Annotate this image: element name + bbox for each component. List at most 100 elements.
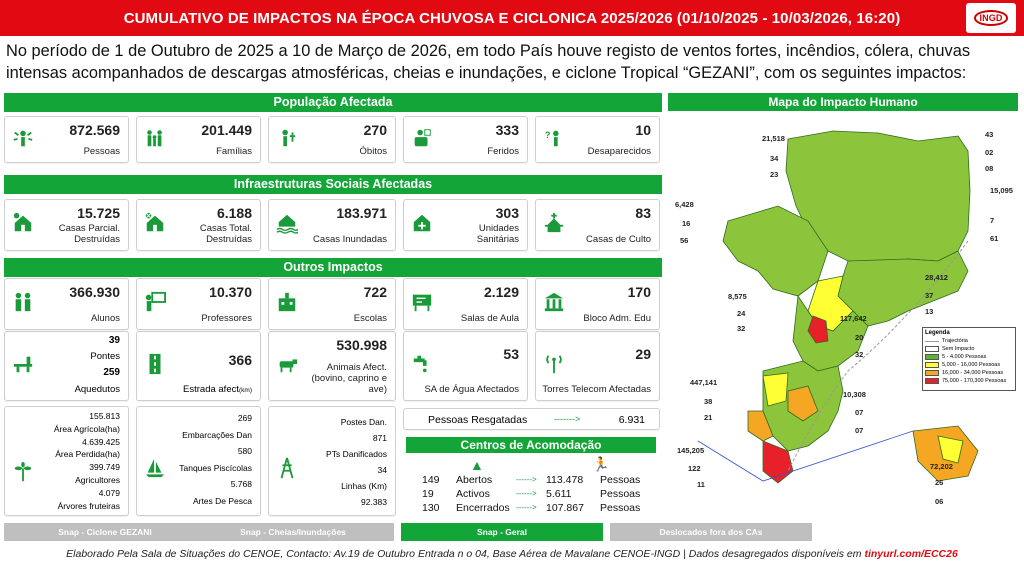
agri-line: Árvores fruteiras [57,500,120,511]
card-resgatadas: Pessoas Resgatadas -------> 6.931 [403,408,660,430]
outros-card-4: 170 Bloco Adm. Edu [535,278,660,330]
tab-0[interactable]: Snap - Ciclone GEZANI [4,523,206,541]
animais-value: 530.998 [336,337,387,353]
map-annotation: 32 [737,324,746,333]
legend-item: 5,000 - 16,000 Pessoas [925,361,1013,369]
infra-value: 6.188 [216,205,252,221]
energia-line: PTs Danificados [326,449,387,459]
outros-label: Bloco Adm. Edu [583,313,651,324]
populacao-card-2: 270 Óbitos [268,116,396,163]
section-header-outros: Outros Impactos [4,258,662,277]
agri-line: 4.079 [98,487,120,498]
map-annotation: 07 [855,408,864,417]
outros-card-1: 10.370 Professores [136,278,261,330]
legend-label: 5,000 - 16,000 Pessoas [942,362,1001,368]
populacao-value: 270 [363,122,387,138]
energia-line: Postes Dan. [340,417,387,427]
populacao-value: 333 [495,122,519,138]
legend-item: Trajectória [925,337,1013,345]
populacao-value: 872.569 [69,122,120,138]
section-header-infra: Infraestruturas Sociais Afectadas [4,175,662,194]
pesca-line: Embarcações Dan [182,429,252,440]
infra-card-1: 6.188 Casas Total. Destruídas [136,199,261,251]
tent-icon: ▲ [470,457,484,473]
tab-3[interactable]: Deslocados fora dos CAs [610,523,812,541]
acomodacao-value: 107.867 [546,502,584,514]
infra-card-2: 183.971 Casas Inundadas [268,199,396,251]
acomodacao-status: Encerrados [456,502,510,514]
infra-card-0: 15.725 Casas Parcial. Destruídas [4,199,129,251]
logo-text: INGD [973,10,1009,26]
map-annotation: 7 [990,216,995,225]
outros-value: 2.129 [483,284,519,300]
tab-1[interactable]: Snap - Cheias/Inundações [192,523,394,541]
missing-person-icon: ? [543,127,565,153]
energia-line: 92.383 [361,497,387,507]
pontes-label: Pontes [90,351,120,362]
energia-line: Linhas (Km) [341,481,387,491]
outros-card-2: 722 Escolas [268,278,396,330]
footer-text: Elaborado Pela Sala de Situações do CENO… [66,548,865,560]
map-annotation: 23 [770,170,779,179]
populacao-label: Famílias [216,146,252,157]
sa-label: SA de Água Afectados [424,384,519,395]
power-tower-icon [276,457,298,483]
infra-value: 183.971 [336,205,387,221]
plant-icon [12,461,34,487]
sa-value: 53 [503,346,519,362]
card-torres: 29 Torres Telecom Afectadas [535,331,660,401]
populacao-label: Desaparecidos [587,146,651,157]
teacher-icon [144,291,166,317]
map-annotation: 447,141 [690,378,718,387]
agri-line: Área Agrícola(ha) [53,423,120,434]
legend-title: Legenda [925,330,950,336]
torres-value: 29 [635,346,651,362]
populacao-card-1: 201.449 Famílias [136,116,261,163]
infra-value: 83 [635,205,651,221]
mozambique-map-svg [697,130,979,484]
map-annotation: 16 [682,219,691,228]
infra-value: 303 [495,205,519,221]
animais-label: Animais Afect. (bovino, caprino e ave) [311,362,387,395]
acomodacao-unit: Pessoas [600,488,641,500]
intro-paragraph: No período de 1 de Outubro de 2025 a 10 … [6,42,971,82]
legend-item: 75,000 - 170,300 Pessoas [925,377,1013,385]
outros-value: 10.370 [209,284,252,300]
resgatadas-label: Pessoas Resgatadas [428,414,528,426]
house-flooded-icon [276,212,299,238]
header-title-bar: CUMULATIVO DE IMPACTOS NA ÉPOCA CHUVOSA … [0,0,1024,36]
map-annotation: 26 [935,478,944,487]
tab-2[interactable]: Snap - Geral [401,523,603,541]
map-annotation: 11 [697,480,705,489]
outros-label: Escolas [353,313,387,324]
map-annotation: 20 [855,333,864,342]
page-title: CUMULATIVO DE IMPACTOS NA ÉPOCA CHUVOSA … [123,9,901,27]
infra-card-4: 83 Casas de Culto [535,199,660,251]
health-unit-icon [411,212,433,238]
family-icon [144,127,166,153]
pesca-line: 5.768 [230,479,252,489]
populacao-value: 201.449 [201,122,252,138]
map-annotation: 24 [737,309,746,318]
map-annotation: 13 [925,307,934,316]
svg-text:?: ? [545,130,551,140]
acomodacao-arrow: ------> [516,489,537,498]
populacao-card-0: 872.569 Pessoas [4,116,129,163]
pesca-line: Artes De Pesca [192,495,252,506]
map-annotation: 8,575 [728,292,747,301]
estrada-value: 366 [228,352,252,368]
populacao-card-4: ? 10 Desaparecidos [535,116,660,163]
estrada-label-wrap: Estrada afect(km) [183,384,252,395]
acomodacao-title: Centros de Acomodação [406,437,656,453]
classroom-icon [411,291,433,317]
impact-map[interactable] [668,111,1018,514]
infra-label: Unidades Sanitárias [476,223,519,245]
acomodacao-count: 130 [422,502,440,514]
legend-item: 5 - 4.000 Pessoas [925,353,1013,361]
footer-link[interactable]: tinyurl.com/ECC26 [864,548,958,560]
pontes-value: 39 [108,335,120,346]
church-icon [543,212,565,238]
agri-line: 4.639.425 [82,436,120,447]
legend-label: 5 - 4.000 Pessoas [942,354,987,360]
torres-label: Torres Telecom Afectadas [542,384,651,395]
